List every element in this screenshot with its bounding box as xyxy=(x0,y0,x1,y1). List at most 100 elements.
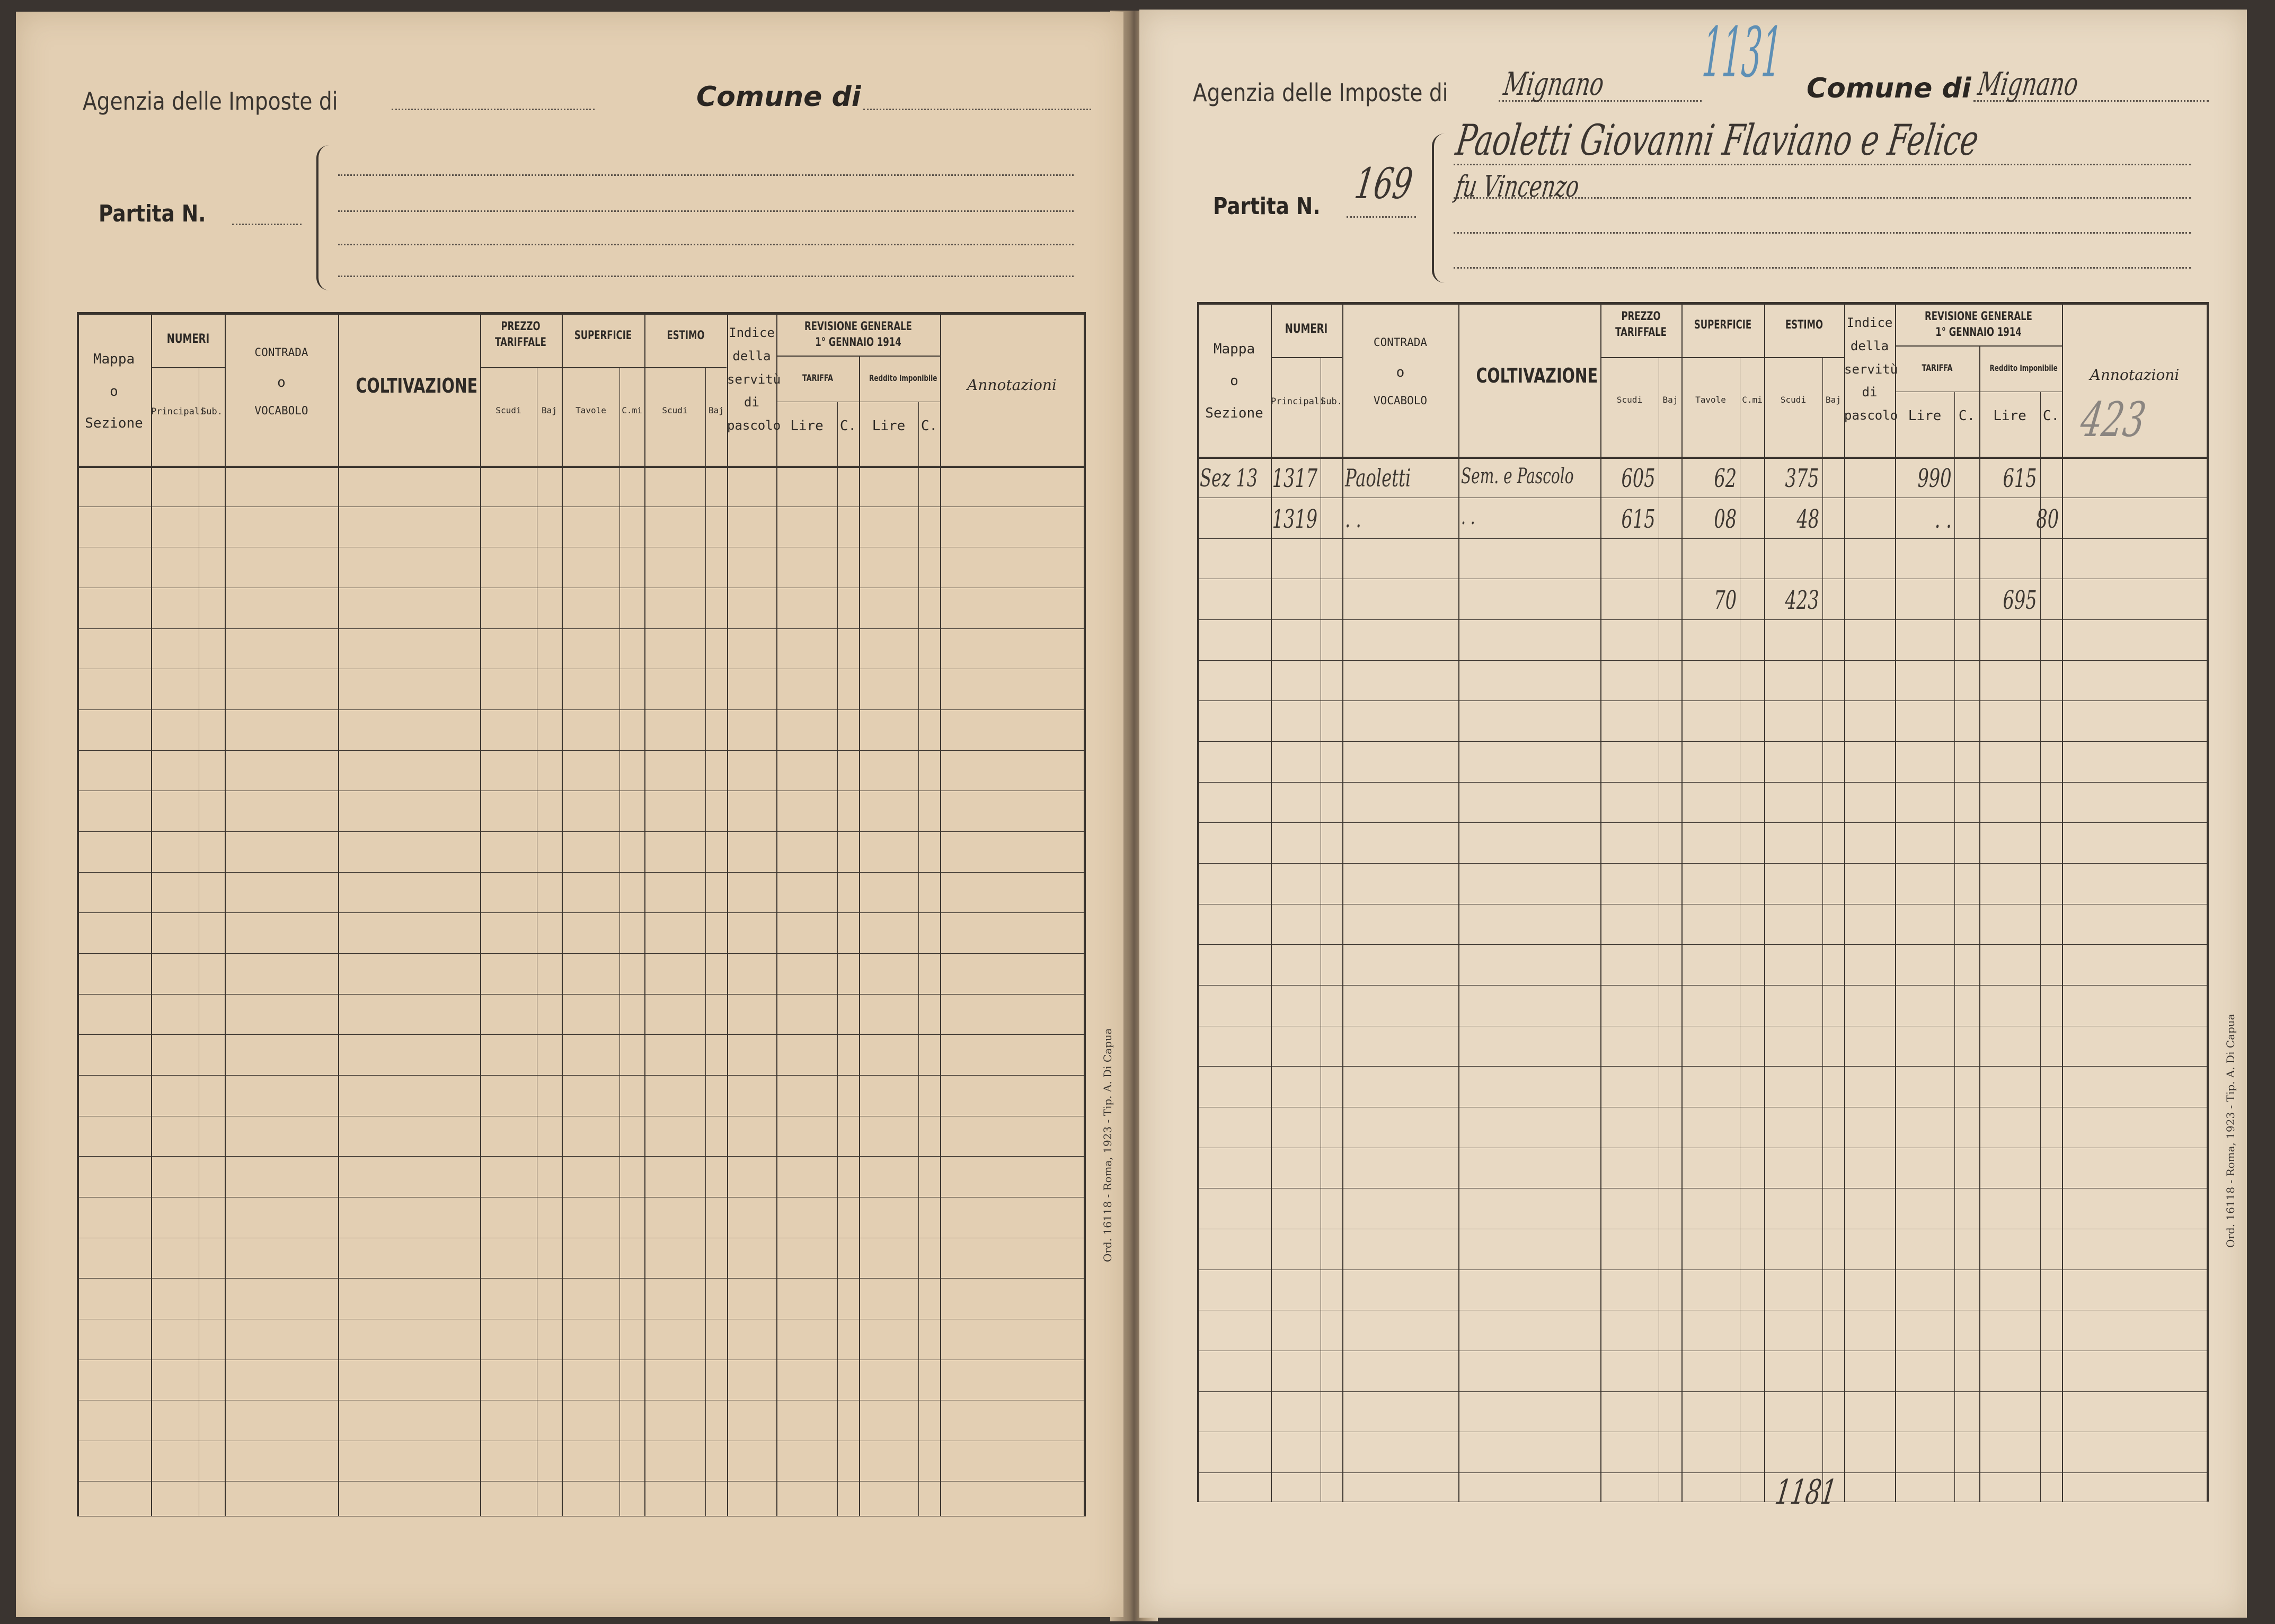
partita-value-line xyxy=(232,224,302,225)
column-line xyxy=(2062,302,2063,1502)
column-line xyxy=(1822,357,1823,1502)
column-line xyxy=(1954,392,1955,1502)
column-line xyxy=(940,312,941,1516)
header-tavole: Tavole xyxy=(1695,395,1726,405)
row-line xyxy=(77,953,1084,954)
owner-text: fu Vincenzo xyxy=(1453,170,1582,204)
column-line xyxy=(77,312,79,1516)
comune-value-line xyxy=(863,109,1091,110)
header-contrada: o xyxy=(277,375,286,391)
subheader-line xyxy=(1600,357,1844,358)
stamp-number: 1131 xyxy=(1700,12,1784,93)
owner-line xyxy=(338,244,1074,245)
column-line xyxy=(2207,302,2209,1502)
column-line xyxy=(225,312,226,1516)
header-cmi: C.mi xyxy=(1742,395,1763,405)
column-line xyxy=(619,367,620,1516)
comune-value-line xyxy=(1973,100,2209,102)
header-mappa: Mappa xyxy=(1213,341,1255,357)
table-cell-entry: 1319 xyxy=(1272,504,1317,534)
row-line xyxy=(77,1156,1084,1157)
row-line xyxy=(77,1278,1084,1279)
owner-line xyxy=(1454,267,2191,269)
header-indice: servitù xyxy=(727,372,781,387)
agency-label: Agenzia delle Imposte di xyxy=(83,87,338,116)
header-coltivazione: COLTIVAZIONE xyxy=(1476,364,1598,387)
owner-line xyxy=(1454,197,2191,199)
header-bottom-border xyxy=(77,466,1084,468)
table-top-border xyxy=(77,312,1084,315)
column-line xyxy=(151,312,152,1516)
annotation-pencil: 423 xyxy=(2077,392,2149,448)
table-cell-entry: . . xyxy=(1345,504,1361,533)
table-cell-entry: 08 xyxy=(1714,504,1737,534)
table-cell-entry: 423 xyxy=(1785,585,1819,615)
header-contrada: o xyxy=(1396,365,1405,380)
header-revisione: REVISIONE GENERALE xyxy=(804,320,912,333)
column-line xyxy=(837,402,838,1516)
column-line xyxy=(1600,302,1601,1502)
row-line xyxy=(1197,619,2207,620)
row-line xyxy=(1197,944,2207,945)
header-revisione: 1° GENNAIO 1914 xyxy=(815,336,901,349)
header-baj: Baj xyxy=(1826,395,1841,405)
header-contrada: CONTRADA xyxy=(254,346,308,359)
header-baj: Baj xyxy=(542,405,557,415)
comune-label: Comune di xyxy=(1807,73,1971,104)
owner-line xyxy=(1454,232,2191,234)
header-cmi: C.mi xyxy=(622,405,642,415)
row-line xyxy=(1197,741,2207,742)
header-c: C. xyxy=(1958,408,1976,424)
table-cell-entry: Sem. e Pascolo xyxy=(1461,464,1574,489)
owner-brace xyxy=(316,145,329,290)
table-cell-entry: 70 xyxy=(1714,585,1737,615)
column-line xyxy=(1458,302,1459,1502)
owner-text: Paoletti Giovanni Flaviano e Felice xyxy=(1453,116,1982,165)
header-scudi: Scudi xyxy=(662,405,688,415)
comune-label: Comune di xyxy=(696,81,861,113)
owner-line xyxy=(338,174,1074,176)
header-indice: Indice xyxy=(1846,315,1893,330)
column-line xyxy=(1979,345,1980,1502)
agency-label: Agenzia delle Imposte di xyxy=(1193,78,1448,107)
header-scudi: Scudi xyxy=(1780,395,1807,405)
comune-value: Mignano xyxy=(1976,66,2081,103)
header-contrada: VOCABOLO xyxy=(254,404,308,417)
header-numeri: NUMERI xyxy=(1285,321,1328,336)
header-revisione: REVISIONE GENERALE xyxy=(1925,310,2032,323)
header-baj: Baj xyxy=(1662,395,1678,405)
left-page: Agenzia delle Imposte di Comune di Partita… xyxy=(16,12,1123,1617)
row-line xyxy=(77,750,1084,751)
row-line xyxy=(77,912,1084,913)
table-cell-entry: 605 xyxy=(1621,464,1656,493)
row-line xyxy=(1197,985,2207,986)
table-cell-entry: 695 xyxy=(2003,585,2037,615)
header-tavole: Tavole xyxy=(576,405,606,415)
subheader-line xyxy=(480,367,727,368)
header-prezzo: TARIFFALE xyxy=(1615,326,1667,339)
header-principali: Principali xyxy=(1271,396,1325,407)
table-cell-entry: . . xyxy=(1461,505,1475,529)
header-reddito: Reddito Imponibile xyxy=(869,373,937,383)
table-cell-entry: 48 xyxy=(1796,504,1819,534)
header-mappa: Sezione xyxy=(1205,405,1263,421)
row-line xyxy=(1197,538,2207,539)
header-indice: della xyxy=(1850,339,1889,353)
row-line xyxy=(77,831,1084,832)
column-line xyxy=(859,356,860,1516)
agency-value-line xyxy=(392,109,595,110)
row-line xyxy=(1197,1066,2207,1067)
printer-imprint: Ord. 16118 - Roma, 1923 - Tip. A. Di Cap… xyxy=(1101,1028,1114,1262)
owner-brace xyxy=(1432,134,1445,283)
column-line xyxy=(705,367,706,1516)
column-line xyxy=(1764,302,1765,1502)
header-revisione: 1° GENNAIO 1914 xyxy=(1935,326,2022,339)
header-tariffa: TARIFFA xyxy=(802,373,833,384)
header-indice: di xyxy=(1862,385,1878,400)
bottom-note: 1181 xyxy=(1773,1473,1839,1512)
row-line xyxy=(77,709,1084,710)
partita-value-line xyxy=(1347,216,1416,218)
header-lire: Lire xyxy=(1908,408,1942,424)
table-cell-entry: Paoletti xyxy=(1345,464,1411,492)
row-line xyxy=(1197,822,2207,823)
